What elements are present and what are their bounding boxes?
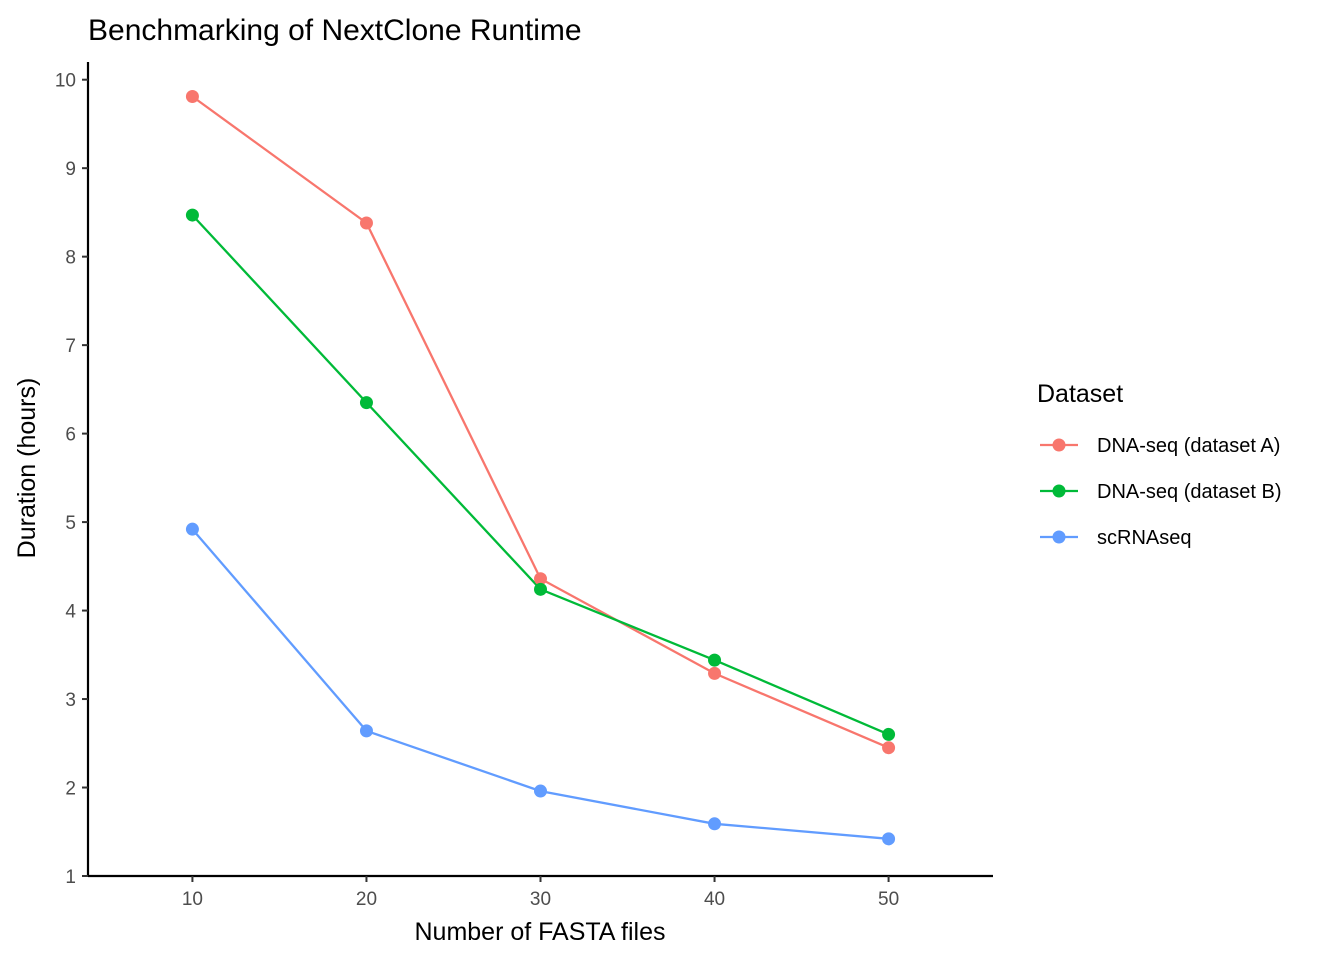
- series-lines: [191, 95, 890, 840]
- data-point-dna-seq-dataset-b: [534, 582, 547, 596]
- chart-title: Benchmarking of NextClone Runtime: [88, 14, 582, 47]
- y-tick-label: 1: [65, 867, 76, 888]
- y-tick-label: 4: [65, 602, 76, 623]
- x-tick-label: 40: [704, 889, 725, 910]
- y-tick-label: 9: [65, 159, 76, 180]
- y-tick-label: 2: [65, 779, 76, 800]
- y-axis-title: Duration (hours): [13, 378, 41, 559]
- data-point-scrnaseq: [359, 724, 373, 738]
- series-line-dna-seq-dataset-b: [191, 214, 890, 736]
- data-point-scrnaseq: [882, 832, 896, 846]
- data-point-dna-seq-dataset-b: [708, 653, 722, 667]
- legend-item-label: DNA-seq (dataset A): [1097, 435, 1280, 457]
- axes: 1 2 3 4 5 6 7 8 9 10 10 20 30 40 50: [55, 62, 993, 910]
- data-point-dna-seq-dataset-b: [359, 396, 373, 410]
- y-tick-label: 8: [65, 248, 76, 269]
- x-tick-label: 30: [530, 889, 551, 910]
- legend-item-label: DNA-seq (dataset B): [1097, 481, 1282, 503]
- legend-key-point: [1052, 438, 1066, 452]
- data-point-dna-seq-dataset-b: [185, 208, 199, 222]
- legend-key-point: [1052, 530, 1066, 544]
- x-tick-label: 50: [878, 889, 899, 910]
- legend-key-point: [1052, 484, 1066, 498]
- x-axis-title: Number of FASTA files: [414, 918, 665, 946]
- data-point-scrnaseq: [185, 522, 199, 536]
- y-tick-label: 5: [65, 513, 76, 534]
- legend-title: Dataset: [1037, 380, 1123, 408]
- data-point-scrnaseq: [534, 784, 547, 798]
- legend-item-label: scRNAseq: [1097, 527, 1191, 549]
- x-tick-label: 10: [182, 889, 203, 910]
- data-point-dna-seq-dataset-a: [359, 216, 373, 230]
- data-point-dna-seq-dataset-a: [708, 666, 722, 680]
- data-point-dna-seq-dataset-b: [882, 727, 896, 741]
- series-points: [185, 90, 896, 846]
- x-tick-label: 20: [356, 889, 377, 910]
- data-point-dna-seq-dataset-a: [882, 741, 896, 755]
- y-tick-label: 6: [65, 425, 76, 446]
- legend: Dataset DNA-seq (dataset A) DNA-seq (data…: [1037, 380, 1282, 549]
- y-tick-label: 3: [65, 690, 76, 711]
- data-point-dna-seq-dataset-a: [534, 572, 547, 586]
- data-point-dna-seq-dataset-a: [185, 90, 199, 104]
- y-tick-label: 7: [65, 336, 76, 357]
- data-point-scrnaseq: [708, 817, 722, 831]
- y-tick-label: 10: [55, 71, 76, 92]
